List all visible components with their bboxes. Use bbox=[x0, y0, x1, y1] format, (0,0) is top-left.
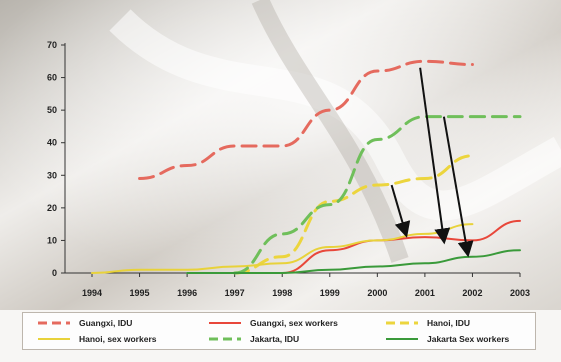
x-tick-label: 1998 bbox=[272, 288, 292, 298]
legend-swatch bbox=[209, 337, 241, 341]
background-swirl-shadow bbox=[251, 0, 409, 263]
legend-item: Jakarta, IDU bbox=[208, 332, 299, 346]
x-tick-label: 2003 bbox=[510, 288, 530, 298]
legend-label: Hanoi, IDU bbox=[427, 318, 470, 328]
y-tick-label: 0 bbox=[52, 268, 57, 278]
series-line-2 bbox=[233, 154, 474, 275]
x-tick-label: 2000 bbox=[367, 288, 387, 298]
legend-item: Hanoi, sex workers bbox=[37, 332, 156, 346]
y-tick-label: 20 bbox=[47, 203, 57, 213]
x-tick-label: 1996 bbox=[177, 288, 197, 298]
legend-item: Guangxi, sex workers bbox=[208, 316, 338, 330]
series-line-0 bbox=[138, 59, 474, 181]
y-tick-label: 10 bbox=[47, 235, 57, 245]
annotation-arrow-0 bbox=[419, 67, 451, 245]
legend-item: Guangxi, IDU bbox=[37, 316, 132, 330]
legend-label: Jakarta Sex workers bbox=[427, 334, 510, 344]
legend-item: Jakarta Sex workers bbox=[385, 332, 509, 346]
line-chart: 0 10 20 30 40 50 60 70 1994 1995 1996 1997 1998 1999 2… bbox=[0, 0, 561, 310]
x-tick-label: 2001 bbox=[415, 288, 435, 298]
legend-label: Guangxi, sex workers bbox=[250, 318, 338, 328]
legend-swatch bbox=[38, 321, 70, 325]
legend-swatch bbox=[386, 338, 418, 340]
x-tick-label: 2002 bbox=[462, 288, 482, 298]
background-swirl bbox=[109, 9, 561, 221]
legend-label: Jakarta, IDU bbox=[250, 334, 300, 344]
legend-swatch bbox=[38, 338, 70, 340]
legend-label: Guangxi, IDU bbox=[79, 318, 133, 328]
annotation-arrow-2 bbox=[390, 184, 411, 238]
series-line-1 bbox=[281, 219, 521, 274]
x-tick-label: 1995 bbox=[130, 288, 150, 298]
annotation-arrow-1 bbox=[442, 116, 474, 258]
x-tick-label: 1997 bbox=[225, 288, 245, 298]
x-tick-label: 1999 bbox=[320, 288, 340, 298]
series-line-4 bbox=[233, 115, 522, 275]
legend-swatch bbox=[209, 322, 241, 324]
legend: Guangxi, IDU Guangxi, sex workers Hanoi, I… bbox=[22, 312, 536, 350]
y-tick-label: 50 bbox=[47, 105, 57, 115]
legend-swatch bbox=[386, 321, 418, 325]
y-tick-label: 70 bbox=[47, 40, 57, 50]
x-tick-label: 1994 bbox=[82, 288, 102, 298]
y-tick-label: 60 bbox=[47, 73, 57, 83]
y-tick-label: 40 bbox=[47, 138, 57, 148]
legend-label: Hanoi, sex workers bbox=[79, 334, 157, 344]
legend-item: Hanoi, IDU bbox=[385, 316, 470, 330]
y-tick-label: 30 bbox=[47, 170, 57, 180]
